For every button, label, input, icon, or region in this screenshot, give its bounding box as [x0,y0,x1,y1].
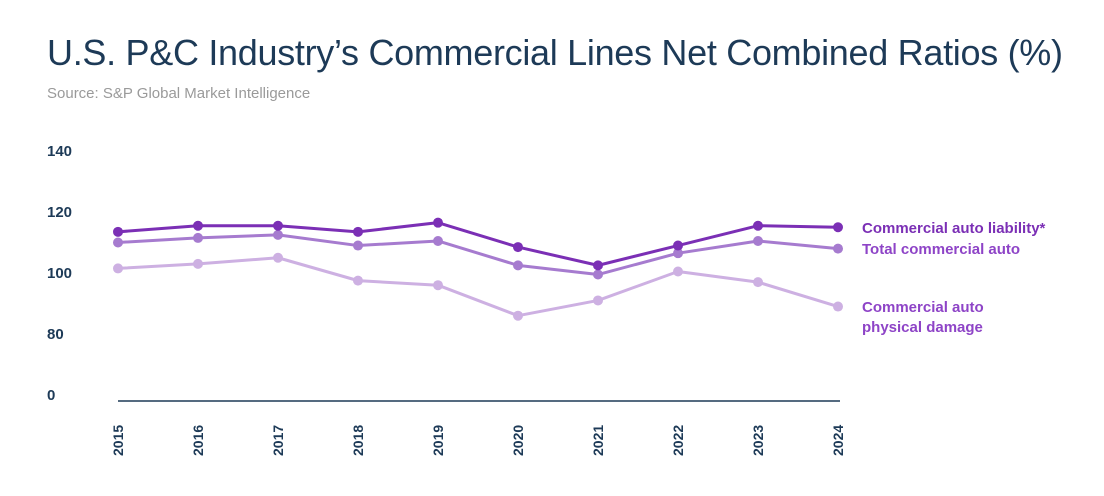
data-point-s0-2019 [433,217,443,228]
data-point-s0-2022 [673,240,683,251]
data-point-s2-2023 [753,277,763,288]
data-point-s1-2023 [753,235,763,246]
x-tick-label-2015: 2015 [110,425,126,456]
x-tick-label-2020: 2020 [510,425,526,456]
y-tick-label-120: 120 [47,204,72,221]
data-point-s2-2020 [513,310,523,321]
series-label-0-line-0: Commercial auto liability* [862,220,1046,237]
data-point-s0-2016 [193,220,203,231]
data-point-s0-2018 [353,226,363,237]
series-line-2 [116,256,840,318]
y-tick-label-140: 140 [47,143,72,160]
data-point-s2-2015 [113,263,123,274]
x-tick-label-2018: 2018 [350,425,366,456]
x-tick-label-2022: 2022 [670,425,686,456]
data-point-s1-2015 [113,237,123,248]
data-point-s2-2022 [673,266,683,277]
x-tick-label-2024: 2024 [830,425,846,456]
data-point-s1-2019 [433,235,443,246]
series-lines [116,221,840,318]
data-point-s0-2015 [113,226,123,237]
y-tick-label-80: 80 [47,326,64,343]
series-line-0 [116,221,840,267]
data-point-s1-2017 [273,229,283,240]
data-point-s1-2022 [673,248,683,259]
x-tick-label-2019: 2019 [430,425,446,456]
x-axis-ticks: 2015 2016 2017 2018 2019 2020 2021 2022 2023 2024 [110,425,846,456]
y-axis-ticks: 0 80 100 120 140 [47,143,72,404]
series-label-1-line-0: Total commercial auto [862,241,1020,258]
data-point-s0-2021 [593,260,603,271]
y-tick-label-100: 100 [47,265,72,282]
data-point-s0-2017 [273,220,283,231]
chart-source: Source: S&P Global Market Intelligence [47,85,311,102]
data-point-s2-2019 [433,280,443,291]
series-label-2-line-1: physical damage [862,319,983,336]
data-point-s2-2016 [193,258,203,269]
chart-title: U.S. P&C Industry’s Commercial Lines Net… [47,32,1063,73]
data-point-s2-2018 [353,275,363,286]
series-labels: Commercial auto liability* Total commerci… [862,220,1046,336]
series-points [113,217,843,321]
x-tick-label-2021: 2021 [590,425,606,456]
data-point-s2-2021 [593,295,603,306]
series-label-2-line-0: Commercial auto [862,299,984,316]
x-tick-label-2023: 2023 [750,425,766,456]
data-point-s1-2016 [193,232,203,243]
data-point-s1-2024 [833,243,843,254]
data-point-s2-2024 [833,301,843,312]
x-tick-label-2017: 2017 [270,425,286,456]
series-line-1 [116,233,840,277]
y-tick-label-0: 0 [47,387,55,404]
data-point-s0-2024 [833,222,843,233]
x-tick-label-2016: 2016 [190,425,206,456]
data-point-s0-2020 [513,242,523,253]
data-point-s0-2023 [753,220,763,231]
data-point-s1-2020 [513,260,523,271]
data-point-s1-2021 [593,269,603,280]
data-point-s1-2018 [353,240,363,251]
data-point-s2-2017 [273,252,283,263]
